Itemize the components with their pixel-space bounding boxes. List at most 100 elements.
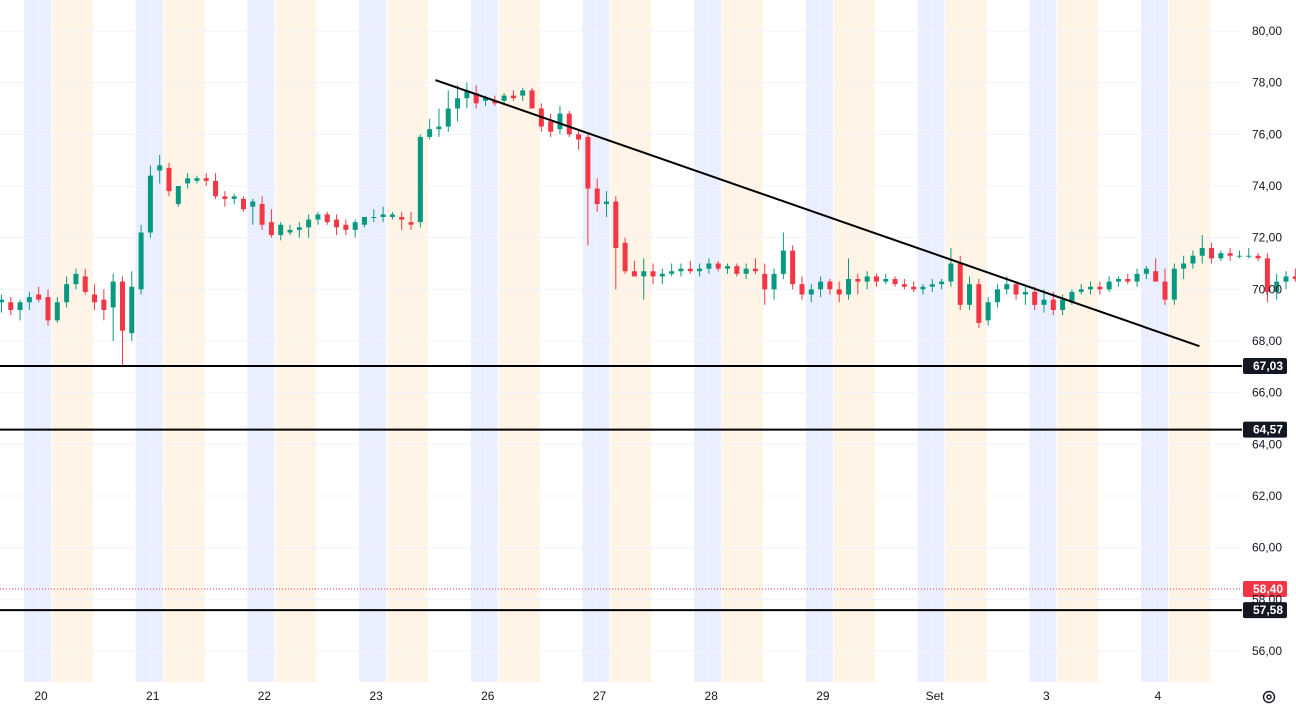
candle	[985, 297, 991, 326]
candle	[17, 299, 23, 321]
x-tick-label: 3	[1043, 689, 1050, 703]
candle	[613, 196, 619, 290]
candle	[26, 291, 32, 310]
y-tick-label: 62,00	[1252, 489, 1282, 503]
candle	[1190, 250, 1196, 269]
candle-body	[743, 268, 749, 274]
candle	[948, 248, 954, 287]
candle-body	[92, 294, 98, 303]
candle-body	[1115, 279, 1121, 282]
candle	[371, 209, 377, 223]
candle	[1264, 253, 1270, 303]
candle-body	[371, 217, 377, 218]
candle-body	[306, 219, 312, 228]
level-badge-label: 57,58	[1253, 603, 1283, 617]
candle	[1218, 250, 1224, 261]
candle-body	[1292, 276, 1296, 279]
candle-body	[473, 93, 479, 104]
candle	[818, 276, 824, 298]
candle-body	[846, 279, 852, 295]
candle	[557, 105, 563, 135]
candle	[1115, 276, 1121, 287]
candle	[464, 82, 470, 109]
candle	[380, 206, 386, 223]
candle-body	[0, 299, 4, 303]
candle	[501, 93, 507, 104]
candle-body	[287, 229, 293, 233]
candle-body	[427, 129, 433, 137]
candle-body	[734, 266, 740, 274]
candle-body	[1218, 253, 1224, 259]
candle-body	[119, 281, 125, 331]
settings-icon[interactable]	[1258, 686, 1280, 708]
candle	[697, 263, 703, 277]
candle-body	[54, 302, 60, 321]
candle	[399, 211, 405, 230]
candle	[939, 279, 945, 290]
candle	[762, 263, 768, 305]
candle-body	[1246, 255, 1252, 257]
current-price-box	[1243, 581, 1287, 597]
candle	[1227, 248, 1233, 261]
candle	[1274, 273, 1280, 300]
candle	[427, 118, 433, 140]
candle-body	[1125, 279, 1131, 282]
candle	[1013, 281, 1019, 300]
candle-body	[641, 271, 647, 277]
candle-body	[911, 286, 917, 290]
candle-body	[883, 279, 889, 282]
candle	[1255, 253, 1261, 261]
y-tick-label: 70,00	[1252, 282, 1282, 296]
candle	[194, 175, 200, 184]
candle	[1088, 281, 1094, 295]
candle-body	[1171, 268, 1177, 300]
level-badge-label: 64,57	[1253, 423, 1283, 437]
candle	[706, 258, 712, 274]
candle-body	[185, 178, 191, 184]
candle	[1041, 289, 1047, 313]
y-tick-label: 72,00	[1252, 231, 1282, 245]
candle	[101, 289, 107, 321]
candle	[855, 273, 861, 295]
x-tick-label: 22	[258, 689, 272, 703]
candle-body	[175, 186, 181, 205]
candle	[873, 273, 879, 287]
candle	[343, 219, 349, 236]
candle-body	[967, 284, 973, 305]
candle-body	[799, 284, 805, 295]
candle	[687, 260, 693, 274]
candle	[650, 263, 656, 285]
candle-body	[957, 263, 963, 305]
candle	[73, 268, 79, 290]
candle	[306, 214, 312, 238]
candle	[585, 134, 591, 246]
candle	[82, 268, 88, 295]
candle-body	[1264, 258, 1270, 292]
candle	[576, 129, 582, 150]
candle-body	[929, 284, 935, 287]
candle-body	[1153, 271, 1159, 282]
candle	[473, 85, 479, 109]
candle-body	[213, 180, 219, 197]
candle	[836, 281, 842, 303]
candle	[157, 155, 163, 184]
x-tick-label: 20	[34, 689, 48, 703]
candle	[408, 211, 414, 230]
candle-body	[678, 268, 684, 272]
x-tick-label: 21	[146, 689, 160, 703]
candle	[725, 263, 731, 274]
candle-body	[380, 214, 386, 217]
candle-body	[166, 167, 172, 192]
candle	[790, 245, 796, 290]
candle-body	[836, 289, 842, 295]
candle	[622, 237, 628, 274]
x-tick-label: 29	[816, 689, 830, 703]
candle-body	[548, 121, 554, 132]
time-axis: 20 21 22 23 26 27 28 29 Set 3 4	[34, 689, 1161, 703]
candle-body	[1069, 291, 1075, 303]
candle-body	[389, 214, 395, 217]
candle-body	[557, 113, 563, 130]
candle-body	[352, 222, 358, 230]
candle-body	[1022, 291, 1028, 295]
